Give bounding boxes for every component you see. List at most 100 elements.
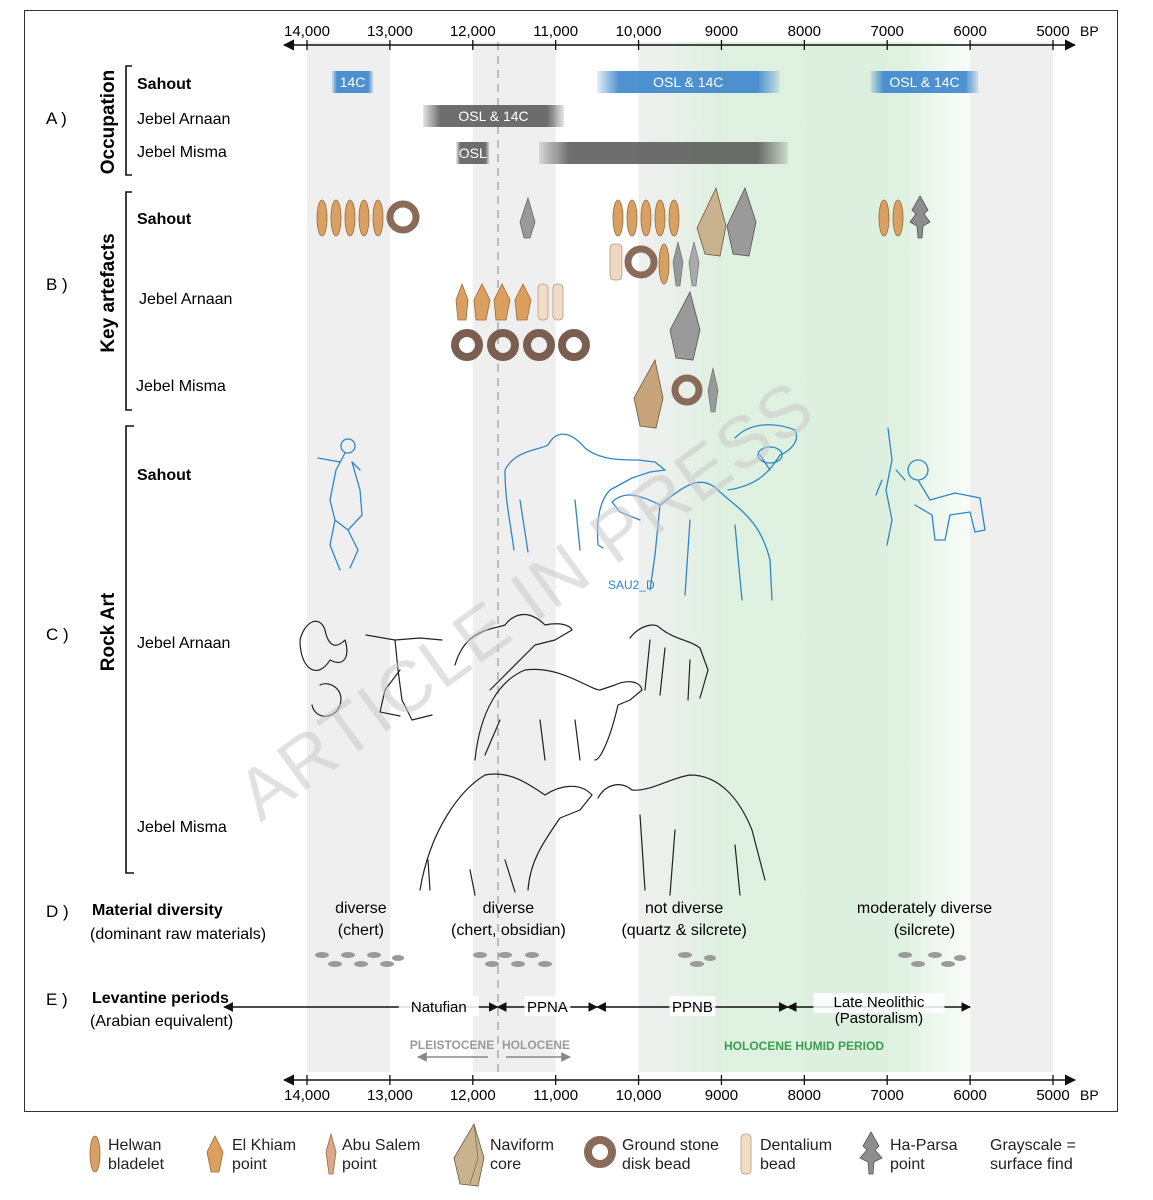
period-label-0: Natufian [411, 999, 467, 1016]
misma-gray-point [707, 367, 719, 413]
site-label-b-sahout: Sahout [137, 211, 192, 228]
top-axis-tick-label-1: 13,000 [367, 23, 413, 40]
arnaan-disk-beads [451, 329, 590, 361]
site-label-b-misma: Jebel Misma [136, 378, 226, 395]
legend-diskbead-line2: disk bead [622, 1156, 691, 1173]
site-label-a-arnaan: Jebel Arnaan [137, 111, 230, 128]
legend-haparsa-line2: point [890, 1156, 925, 1173]
sahout-animal-head [727, 424, 798, 491]
bottom-axis-tick-label-9: 5000 [1036, 1087, 1069, 1104]
legend-naviform-line2: core [490, 1156, 522, 1173]
diversity-detail-0: (chert) [338, 922, 384, 939]
epoch-labels: PLEISTOCENE HOLOCENE HOLOCENE HUMID PERI… [410, 1038, 884, 1062]
section-e-title: Levantine periods [92, 990, 229, 1007]
diversity-label-2: not diverse [645, 900, 723, 917]
occupation-bar-0 [331, 71, 374, 93]
sahout-human-figure [317, 438, 363, 571]
top-axis-tick-label-7: 7000 [871, 23, 904, 40]
occupation-bar-label-4: OSL [459, 145, 487, 161]
section-a-title: Occupation [98, 70, 119, 175]
period-label-3: Late Neolithic [833, 994, 924, 1011]
section-d-letter: D ) [46, 902, 69, 921]
sahout-gray-point [519, 196, 536, 239]
occupation-bar-5 [539, 142, 788, 164]
holocene-label: HOLOCENE [502, 1038, 570, 1052]
legend-elkhiam-line1: El Khiam [232, 1137, 297, 1154]
top-axis-tick-label-9: 5000 [1036, 23, 1069, 40]
footprints-ppna [473, 952, 552, 967]
top-axis-tick-label-8: 6000 [953, 23, 986, 40]
section-a: A ) Occupation [46, 65, 132, 176]
section-a-letter: A ) [46, 109, 67, 128]
top-axis-tick-label-3: 11,000 [533, 23, 578, 40]
bottom-axis-tick-label-7: 7000 [871, 1087, 904, 1104]
section-e: E ) Levantine periods (Arabian equivalen… [46, 990, 233, 1030]
top-axis-tick-label-4: 10,000 [616, 23, 662, 40]
footprint-markers [315, 952, 966, 967]
chronology-diagram: 14,000 13,000 12,000 11,000 10,000 9000 8000 70… [46, 23, 1099, 1104]
arnaan-el-khiam-points [455, 282, 532, 321]
bottom-axis-tick-label-2: 12,000 [450, 1087, 496, 1104]
key-artefacts [316, 186, 931, 429]
section-e-subtitle: (Arabian equivalent) [90, 1013, 233, 1030]
bottom-axis-tick-label-5: 9000 [705, 1087, 738, 1104]
dentalium-bead-icon [740, 1133, 752, 1175]
arnaan-dentalium-beads [537, 283, 564, 321]
section-c-letter: C ) [46, 625, 69, 644]
pleistocene-label: PLEISTOCENE [410, 1038, 494, 1052]
band-4 [970, 42, 1053, 1072]
period-label-2: PPNB [672, 999, 713, 1016]
diversity-detail-3: (silcrete) [894, 922, 955, 939]
holocene-humid-band [640, 42, 970, 1072]
legend-elkhiam-line2: point [232, 1156, 267, 1173]
bottom-axis-unit: BP [1080, 1087, 1099, 1103]
top-axis-tick-label-0: 14,000 [284, 23, 330, 40]
sahout-row2 [609, 241, 700, 287]
disk-bead-icon [584, 1136, 616, 1168]
legend-dentalium-line1: Dentalium [760, 1137, 833, 1154]
period-label-bg-2 [669, 996, 716, 1016]
bottom-axis-tick-label-4: 10,000 [616, 1087, 662, 1104]
sahout-camel-2 [611, 481, 773, 601]
top-time-axis: 14,000 13,000 12,000 11,000 10,000 9000 8000 70… [282, 23, 1099, 51]
figure-frame [24, 10, 1118, 1112]
top-axis-tick-label-6: 8000 [788, 23, 821, 40]
arnaan-naviform-core [669, 290, 701, 361]
section-c: C ) Rock Art [46, 425, 134, 874]
sahout-helwan-bladelets-2 [612, 199, 680, 237]
material-diversity: diverse (chert) diverse (chert, obsidian) no… [335, 900, 992, 939]
section-b-title: Key artefacts [98, 233, 119, 352]
footprints-natufian [315, 952, 404, 967]
misma-naviform-core [633, 358, 664, 429]
sahout-naviform-core-2 [726, 186, 757, 257]
abu-salem-point-icon [325, 1132, 337, 1175]
band-0 [307, 42, 390, 1072]
legend-grayscale-line1: Grayscale = [990, 1137, 1076, 1154]
site-label-c-misma: Jebel Misma [137, 819, 227, 836]
sahout-camel-1 [504, 433, 666, 553]
diversity-detail-1: (chert, obsidian) [451, 922, 566, 939]
helwan-bladelet-icon [89, 1135, 101, 1173]
occupation-bar-label-1: OSL & 14C [653, 74, 723, 90]
legend-dentalium-line2: bead [760, 1156, 796, 1173]
period-label-bg-0 [398, 996, 479, 1016]
occupation-bar-1 [597, 71, 780, 93]
section-b-letter: B ) [46, 275, 68, 294]
sahout-ha-parsa-point [909, 195, 931, 239]
bottom-axis-tick-label-0: 14,000 [284, 1087, 330, 1104]
occupation-bar-label-3: OSL & 14C [458, 108, 528, 124]
band-1 [472, 42, 556, 1072]
site-label-b-arnaan: Jebel Arnaan [139, 291, 232, 308]
occupation-bar-4 [456, 142, 490, 164]
section-e-letter: E ) [46, 990, 68, 1009]
humid-period-label: HOLOCENE HUMID PERIOD [724, 1039, 884, 1053]
legend-naviform-line1: Naviform [490, 1137, 555, 1154]
sahout-late-figures [875, 427, 986, 546]
period-label-1: PPNA [527, 999, 568, 1016]
sahout-helwan-bladelets [316, 199, 384, 237]
section-d-subtitle: (dominant raw materials) [90, 926, 266, 943]
levantine-periods: Natufian PPNA PPNB Late Neolithic(Pastorali… [223, 993, 972, 1027]
legend-helwan-line1: Helwan [108, 1137, 162, 1154]
period-label-bg-1 [524, 996, 571, 1016]
top-axis-tick-label-2: 12,000 [450, 23, 496, 40]
